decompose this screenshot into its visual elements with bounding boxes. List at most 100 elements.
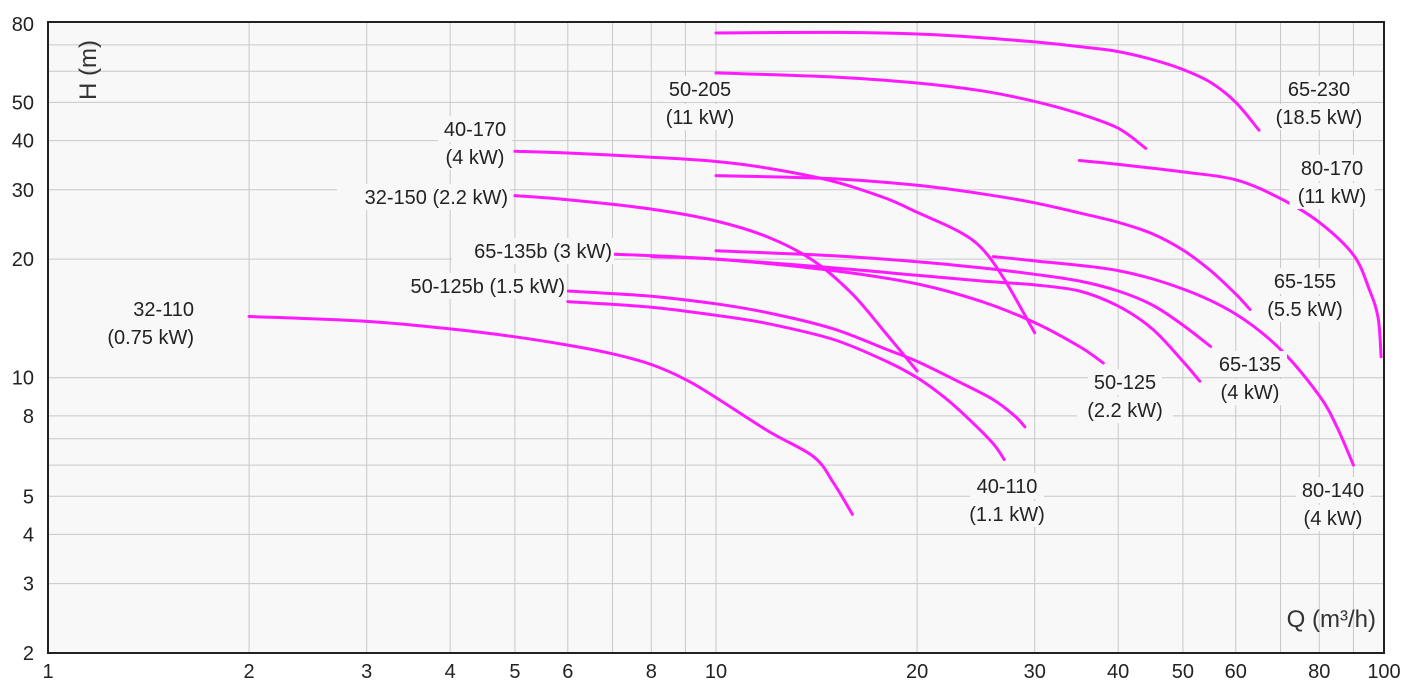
label-background <box>1289 183 1375 209</box>
series-label-line: 80-140 <box>1302 480 1364 502</box>
y-tick-label: 3 <box>23 574 34 596</box>
label-background <box>1295 155 1369 181</box>
y-tick-labels: 2 3 4 5 8 10 20 30 40 50 80 <box>12 14 34 665</box>
series-label-line: 50-125 <box>1094 372 1156 394</box>
series-label: 80-170 (11 kW) <box>1289 155 1375 209</box>
series-label-line: (18.5 kW) <box>1276 107 1363 129</box>
series-label: 32-110 (0.75 kW) <box>89 296 196 350</box>
series-label: 65-155 (5.5 kW) <box>1257 268 1353 322</box>
series-line-40-170 <box>513 149 1037 335</box>
y-tick-label: 4 <box>23 524 34 546</box>
series-label-line: 65-135 <box>1219 354 1281 376</box>
series-label: 65-135b (3 kW) <box>452 238 614 264</box>
label-background <box>383 273 567 299</box>
series-label: 50-125 (2.2 kW) <box>1077 369 1173 423</box>
series-line-65-155 <box>714 174 1252 311</box>
label-background <box>337 184 510 210</box>
y-tick-label: 30 <box>12 180 34 202</box>
label-background <box>663 76 737 102</box>
curves <box>247 30 1383 516</box>
series-line-32-150 (2.2 kW) <box>513 194 919 373</box>
y-tick-label: 20 <box>12 249 34 271</box>
series-label-line: 65-230 <box>1288 79 1350 101</box>
series-label: 50-205 (11 kW) <box>657 76 743 130</box>
x-tick-label: 40 <box>1107 661 1129 683</box>
x-tick-label: 8 <box>646 661 657 683</box>
x-tick-label: 5 <box>509 661 520 683</box>
x-tick-label: 100 <box>1367 661 1400 683</box>
series-label: 40-170 (4 kW) <box>438 116 512 170</box>
label-background <box>1268 268 1342 294</box>
series-line-65-135 <box>714 249 1213 348</box>
label-background <box>1282 76 1356 102</box>
series-label-line: (4 kW) <box>1304 508 1363 530</box>
label-background <box>452 238 614 264</box>
series-label: 50-125b (1.5 kW) <box>383 273 567 299</box>
x-tick-label: 1 <box>42 661 53 683</box>
series-label-line: (4 kW) <box>1221 382 1280 404</box>
x-tick-label: 50 <box>1172 661 1194 683</box>
label-background <box>89 324 196 350</box>
series-line-50-205 <box>714 71 1148 150</box>
series-line-40-110 <box>566 289 1027 429</box>
y-tick-label: 2 <box>23 643 34 665</box>
series-label: 65-230 (18.5 kW) <box>1265 76 1373 130</box>
y-tick-label: 10 <box>12 368 34 390</box>
label-background <box>1265 104 1373 130</box>
x-tick-label: 6 <box>562 661 573 683</box>
series-line-50-125 <box>649 255 1202 383</box>
series-label-line: 32-150 (2.2 kW) <box>365 187 508 209</box>
series-line-65-230 <box>714 30 1261 132</box>
y-tick-label: 50 <box>12 92 34 114</box>
series-label-line: (5.5 kW) <box>1267 299 1343 321</box>
label-background <box>1213 351 1287 377</box>
x-tick-label: 2 <box>244 661 255 683</box>
x-tick-label: 3 <box>361 661 372 683</box>
x-tick-label: 20 <box>906 661 928 683</box>
label-background <box>959 501 1055 527</box>
series-label-line: 32-110 <box>133 299 194 321</box>
series-label: 40-110 (1.1 kW) <box>959 473 1055 527</box>
label-background <box>1257 296 1353 322</box>
label-background <box>1296 505 1370 531</box>
series-label-line: 80-170 <box>1301 158 1363 180</box>
series-label-line: 65-135b (3 kW) <box>474 241 612 263</box>
series-label-line: (11 kW) <box>666 107 735 129</box>
series-label: 80-140 (4 kW) <box>1296 477 1370 531</box>
series-labels: 32-110 (0.75 kW) 50-125b (1.5 kW) 40-110 (1.… <box>89 76 1375 531</box>
series-label-line: 50-125b (1.5 kW) <box>410 276 565 298</box>
series-label-line: 50-205 <box>669 79 731 101</box>
y-tick-label: 40 <box>12 131 34 153</box>
x-axis-title: Q (m³/h) <box>1287 606 1376 633</box>
series-label: 32-150 (2.2 kW) <box>337 184 510 210</box>
series-label-line: 40-170 <box>444 119 506 141</box>
series-label-line: (2.2 kW) <box>1087 400 1163 422</box>
series-label: 65-135 (4 kW) <box>1213 351 1287 405</box>
label-background <box>122 296 196 322</box>
series-line-32-110 <box>247 315 854 516</box>
x-tick-label: 60 <box>1225 661 1247 683</box>
label-background <box>1088 369 1162 395</box>
y-tick-label: 8 <box>23 406 34 428</box>
label-background <box>438 144 512 170</box>
label-background <box>970 473 1044 499</box>
label-background <box>657 104 743 130</box>
series-label-line: (0.75 kW) <box>107 327 194 349</box>
series-label-line: 40-110 <box>977 476 1038 498</box>
x-tick-label: 80 <box>1308 661 1330 683</box>
series-label-line: (11 kW) <box>1298 186 1367 208</box>
x-tick-label: 30 <box>1024 661 1046 683</box>
series-label-line: (1.1 kW) <box>969 504 1045 526</box>
y-tick-label: 5 <box>23 486 34 508</box>
plot-frame <box>47 21 1385 654</box>
label-background <box>1296 477 1370 503</box>
x-tick-label: 10 <box>705 661 727 683</box>
series-label-line: (4 kW) <box>446 147 505 169</box>
series-line-80-140 <box>991 255 1355 467</box>
label-background <box>1077 397 1173 423</box>
series-line-50-125b (1.5 kW) <box>566 300 1006 461</box>
y-tick-label: 80 <box>12 14 34 36</box>
series-label-line: 65-155 <box>1274 271 1336 293</box>
y-axis-title: H (m) <box>75 40 102 100</box>
